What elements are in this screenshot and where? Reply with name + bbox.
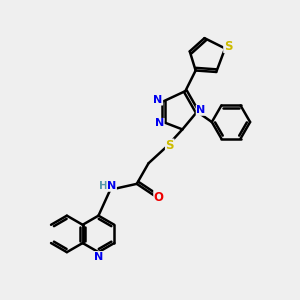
Text: N: N [155, 118, 164, 128]
Text: O: O [154, 190, 164, 204]
Text: S: S [224, 40, 232, 52]
Text: N: N [107, 181, 116, 191]
Text: N: N [94, 252, 103, 262]
Text: S: S [166, 139, 174, 152]
Text: N: N [153, 95, 163, 105]
Text: N: N [196, 105, 206, 115]
Text: H: H [98, 181, 107, 191]
